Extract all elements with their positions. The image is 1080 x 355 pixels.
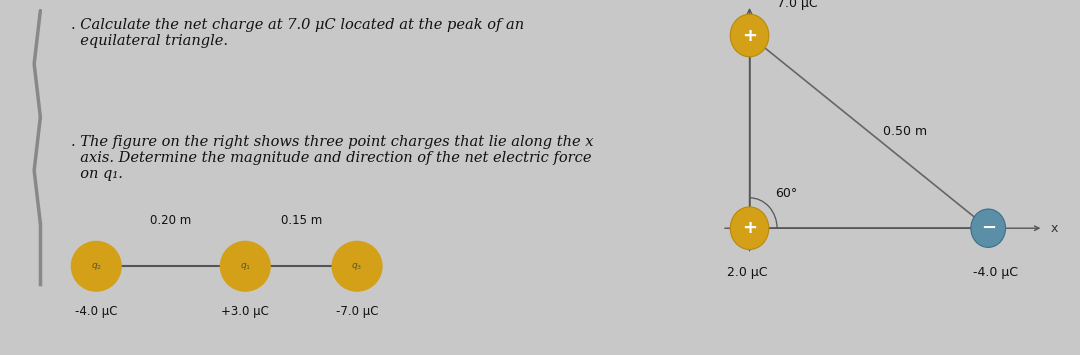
Text: 60°: 60° bbox=[774, 187, 797, 200]
Text: 0.15 m: 0.15 m bbox=[281, 214, 322, 227]
Text: . The figure on the right shows three point charges that lie along the x
  axis.: . The figure on the right shows three po… bbox=[71, 135, 594, 181]
Text: -7.0 μC: -7.0 μC bbox=[336, 305, 378, 318]
Ellipse shape bbox=[333, 241, 382, 291]
Ellipse shape bbox=[220, 241, 270, 291]
Text: -4.0 μC: -4.0 μC bbox=[973, 266, 1017, 279]
Text: -4.0 μC: -4.0 μC bbox=[75, 305, 118, 318]
Text: $q_3$: $q_3$ bbox=[351, 261, 363, 272]
Ellipse shape bbox=[71, 241, 121, 291]
Text: $q_1$: $q_1$ bbox=[240, 261, 251, 272]
Text: −: − bbox=[981, 219, 996, 237]
Text: +3.0 μC: +3.0 μC bbox=[221, 305, 269, 318]
Text: 7.0 μC: 7.0 μC bbox=[778, 0, 818, 10]
Text: . Calculate the net charge at 7.0 μC located at the peak of an
  equilateral tri: . Calculate the net charge at 7.0 μC loc… bbox=[71, 18, 525, 48]
Circle shape bbox=[730, 14, 769, 57]
Circle shape bbox=[730, 207, 769, 250]
Circle shape bbox=[971, 209, 1005, 247]
Text: x: x bbox=[1050, 222, 1057, 235]
Text: 0.20 m: 0.20 m bbox=[150, 214, 191, 227]
Text: +: + bbox=[742, 219, 757, 237]
Text: 2.0 μC: 2.0 μC bbox=[727, 266, 768, 279]
Text: $q_2$: $q_2$ bbox=[91, 261, 102, 272]
Text: +: + bbox=[742, 27, 757, 44]
Text: 0.50 m: 0.50 m bbox=[882, 125, 927, 138]
